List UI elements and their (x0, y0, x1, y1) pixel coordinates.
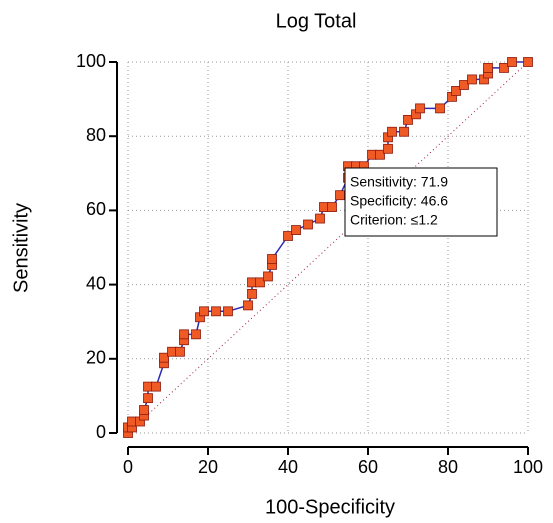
y-tick-label: 80 (86, 125, 106, 145)
annotation-text: Specificity: 46.6 (350, 193, 448, 209)
point (211, 306, 221, 317)
x-axis-label: 100-Specificity (265, 496, 395, 518)
point (523, 57, 533, 67)
point (507, 57, 517, 67)
y-tick-label: 100 (76, 51, 106, 71)
x-tick-label: 80 (438, 457, 458, 477)
point (151, 381, 161, 392)
point (179, 329, 189, 340)
point (327, 202, 337, 212)
point (283, 231, 293, 241)
x-tick-label: 20 (198, 457, 218, 477)
reference-line (127, 61, 529, 434)
y-tick-label: 20 (86, 348, 106, 368)
x-tick-label: 0 (123, 457, 133, 477)
point (375, 149, 385, 160)
point (387, 126, 397, 137)
point (335, 190, 345, 201)
point (143, 393, 153, 404)
annotation-text: Sensitivity: 71.9 (350, 174, 448, 190)
point (223, 306, 233, 317)
point (467, 74, 477, 85)
point (243, 300, 253, 311)
x-tick-label: 40 (278, 457, 298, 477)
y-tick-label: 0 (96, 422, 106, 442)
point (435, 103, 445, 114)
x-tick-label: 60 (358, 457, 378, 477)
point (459, 80, 469, 90)
annotation-box (344, 167, 498, 237)
point (255, 277, 265, 288)
point (191, 329, 201, 340)
point (451, 86, 461, 96)
point (399, 126, 409, 137)
y-tick-label: 60 (86, 199, 106, 219)
point (247, 288, 257, 299)
point (139, 405, 149, 415)
y-tick-label: 40 (86, 273, 106, 293)
point (263, 271, 273, 282)
point (415, 103, 425, 114)
point (291, 225, 301, 235)
point (403, 114, 413, 125)
annotation-text: Criterion: ≤1.2 (350, 212, 438, 228)
point (303, 219, 313, 230)
x-tick-label: 100 (513, 457, 543, 477)
point (499, 63, 509, 73)
point (383, 143, 393, 154)
point (175, 346, 185, 357)
point (159, 352, 169, 363)
y-axis-label: Sensitivity (10, 203, 32, 293)
point (267, 254, 277, 264)
point (315, 213, 325, 224)
chart-title: Log Total (276, 10, 357, 32)
point (199, 306, 209, 317)
point (483, 63, 493, 73)
